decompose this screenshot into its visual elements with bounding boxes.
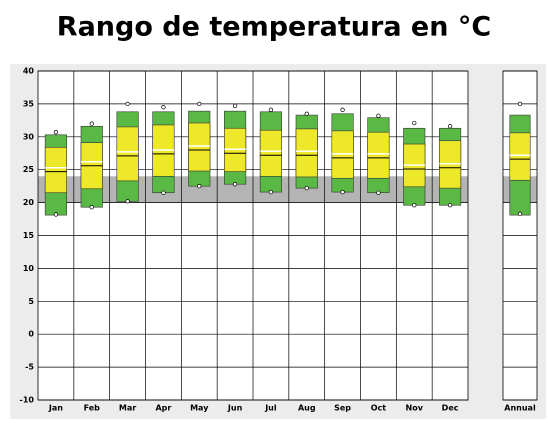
- record-low: [268, 189, 274, 195]
- record-high: [304, 111, 309, 116]
- x-tick-label: Jan: [48, 404, 63, 413]
- record-low: [340, 189, 345, 195]
- record-high: [125, 101, 130, 107]
- inner-box: [259, 129, 282, 177]
- y-tick-label: 35: [23, 99, 35, 108]
- x-tick-label: Apr: [155, 404, 171, 413]
- y-tick-label: -5: [25, 363, 34, 372]
- inner-box: [367, 131, 390, 179]
- record-low: [197, 183, 202, 189]
- record-low: [412, 203, 417, 208]
- y-tick-label: 30: [23, 132, 35, 141]
- plot-border: [502, 70, 538, 401]
- y-tick-label: 15: [23, 231, 35, 240]
- y-tick-label: -10: [20, 396, 35, 405]
- x-tick-label: Feb: [84, 404, 101, 413]
- record-high: [53, 130, 59, 135]
- record-high: [447, 124, 453, 129]
- x-tick-label: Jul: [264, 404, 277, 413]
- record-low: [447, 203, 453, 208]
- record-high: [89, 121, 94, 126]
- record-high: [517, 101, 523, 107]
- y-tick-label: 5: [28, 297, 34, 306]
- record-high: [340, 107, 345, 112]
- record-low: [517, 211, 523, 216]
- x-tick-label: Mar: [119, 404, 136, 413]
- inner-box: [509, 132, 531, 181]
- y-tick-label: 0: [28, 330, 34, 339]
- inner-box: [295, 128, 318, 178]
- chart-title: Rango de temperatura en °C: [57, 12, 491, 43]
- plot-border: [37, 70, 469, 401]
- inner-box: [116, 126, 139, 182]
- y-tick-label: 20: [23, 198, 35, 207]
- record-high: [412, 120, 417, 126]
- x-tick-label: Dec: [442, 404, 459, 413]
- y-tick-label: 25: [23, 165, 35, 174]
- x-tick-label: Oct: [371, 404, 387, 413]
- record-low: [53, 212, 59, 217]
- x-tick-label: Sep: [334, 404, 351, 413]
- inner-box: [44, 147, 67, 194]
- record-high: [232, 103, 238, 109]
- record-low: [161, 190, 166, 195]
- y-tick-label: 40: [23, 67, 35, 76]
- x-tick-label: Jun: [227, 404, 243, 413]
- record-high: [376, 113, 381, 118]
- inner-box: [188, 122, 211, 172]
- record-low: [89, 205, 94, 210]
- record-low: [125, 199, 130, 204]
- y-tick-label: 10: [23, 264, 35, 273]
- record-low: [304, 185, 309, 191]
- x-tick-label: Aug: [298, 404, 316, 413]
- x-tick-label: May: [190, 404, 209, 413]
- record-high: [268, 107, 274, 112]
- x-tick-label: Annual: [504, 404, 536, 413]
- record-low: [232, 182, 238, 187]
- record-low: [376, 190, 381, 195]
- record-high: [197, 101, 202, 107]
- record-high: [161, 105, 166, 110]
- x-tick-label: Nov: [406, 404, 424, 413]
